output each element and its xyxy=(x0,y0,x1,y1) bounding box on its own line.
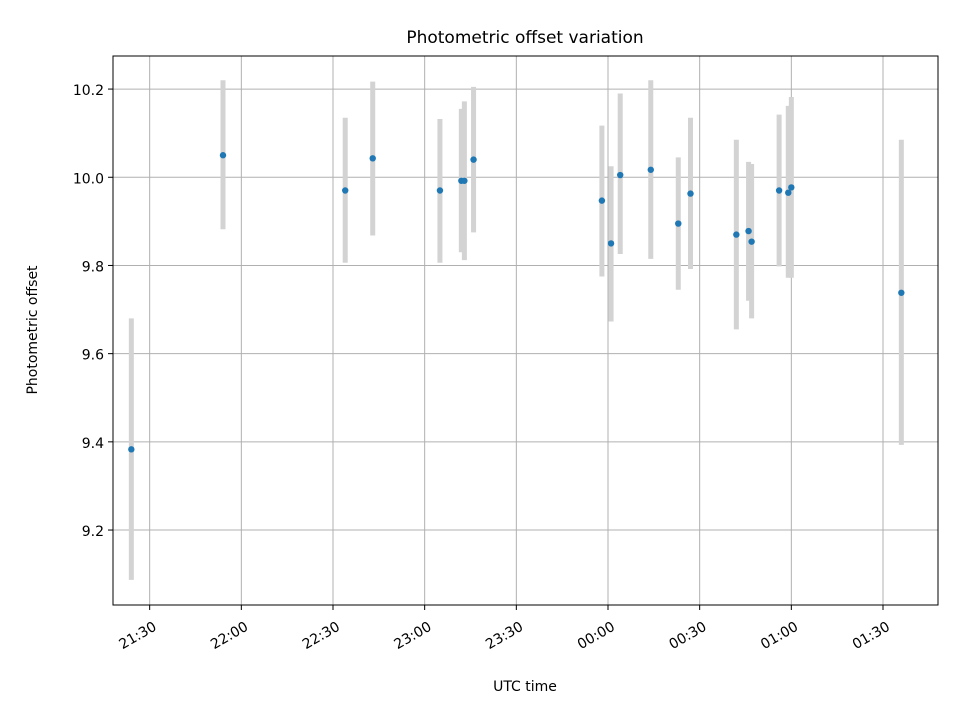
y-tick-label: 10.2 xyxy=(73,83,104,99)
data-point xyxy=(219,152,227,159)
data-point xyxy=(647,166,654,173)
data-point xyxy=(607,240,615,247)
y-axis-label: Photometric offset xyxy=(25,265,41,395)
data-point xyxy=(436,187,444,194)
y-tick-label: 10.0 xyxy=(73,171,104,187)
data-point xyxy=(675,220,682,227)
y-tick-label: 9.8 xyxy=(82,259,104,275)
data-point xyxy=(128,446,135,453)
data-point xyxy=(470,156,477,163)
y-tick-label: 9.2 xyxy=(82,524,104,540)
x-axis-label: UTC time xyxy=(493,679,557,695)
y-tick-label: 9.6 xyxy=(82,348,104,364)
data-point xyxy=(598,197,606,204)
data-point xyxy=(687,190,694,197)
data-point xyxy=(733,231,740,238)
data-point xyxy=(617,171,624,179)
data-point xyxy=(745,227,752,235)
data-point xyxy=(775,187,783,194)
data-point xyxy=(898,289,905,296)
data-point xyxy=(785,189,792,196)
grid-layer xyxy=(113,56,938,605)
data-point xyxy=(342,187,349,194)
data-point xyxy=(461,177,468,184)
chart-title: Photometric offset variation xyxy=(406,28,643,48)
y-tick-label: 9.4 xyxy=(82,436,104,452)
y-axis-ticks: 9.2 9.4 9.6 9.8 10.0 10.2 xyxy=(73,83,113,540)
plot-frame xyxy=(112,55,939,606)
point-layer xyxy=(128,152,905,453)
data-point xyxy=(788,184,795,191)
data-point xyxy=(369,155,376,162)
data-point xyxy=(748,238,755,245)
